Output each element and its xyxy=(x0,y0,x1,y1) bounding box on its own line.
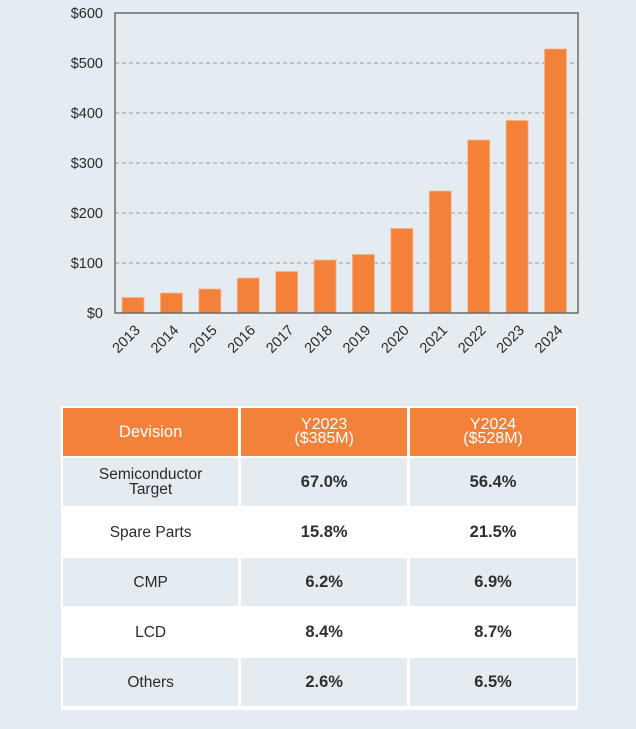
x-tick-label: 2014 xyxy=(148,323,182,357)
header-y2024-year: Y2024 xyxy=(469,416,517,433)
table-row: CMP 6.2% 6.9% xyxy=(63,558,576,608)
division-share-table: Devision Y2023 ($385M) Y2024 ($528M) Sem… xyxy=(60,408,579,708)
gridlines xyxy=(115,62,578,264)
header-division: Devision xyxy=(63,408,239,458)
x-tick-label: 2018 xyxy=(302,323,336,357)
table-row: Others 2.6% 6.5% xyxy=(63,658,576,708)
share-y2023: 15.8% xyxy=(241,508,408,558)
division-label-line1: CMP xyxy=(133,573,168,591)
y-tick-label: $400 xyxy=(71,106,103,122)
table-row: Spare Parts 15.8% 21.5% xyxy=(63,508,576,558)
y-tick-label: $0 xyxy=(87,306,103,322)
x-tick-label: 2024 xyxy=(532,323,566,357)
division-label: Semiconductor Target xyxy=(63,458,239,508)
share-y2023: 6.2% xyxy=(241,558,408,608)
share-y2023: 8.4% xyxy=(241,608,408,658)
x-tick-label: 2015 xyxy=(187,323,221,357)
bars xyxy=(121,48,567,314)
bar-2014 xyxy=(160,292,183,314)
share-y2024: 6.9% xyxy=(410,558,576,608)
y-tick-label: $100 xyxy=(71,256,103,272)
bar-2019 xyxy=(352,254,375,314)
division-label-line1: LCD xyxy=(135,623,167,641)
header-y2024-total: ($528M) xyxy=(463,430,523,447)
bar-2022 xyxy=(467,139,491,314)
x-tick-label: 2022 xyxy=(455,323,489,357)
y-axis-ticks: $0 $100 $200 $300 $400 $500 $600 xyxy=(71,6,103,322)
bar-2015 xyxy=(198,288,222,314)
bar-2023 xyxy=(505,120,529,314)
bar-2024 xyxy=(544,48,567,314)
share-y2024: 6.5% xyxy=(410,658,576,708)
y-tick-label: $600 xyxy=(71,6,103,22)
bar-2020 xyxy=(390,228,414,314)
x-tick-label: 2021 xyxy=(417,323,451,357)
x-axis-ticks: 2013 2014 2015 2016 2017 2018 2019 2020 2021 2022… xyxy=(110,323,567,357)
bar-2013 xyxy=(121,297,145,314)
table-header-row: Devision Y2023 ($385M) Y2024 ($528M) xyxy=(63,408,576,458)
x-tick-label: 2016 xyxy=(225,323,259,357)
division-label-line2: Target xyxy=(129,481,173,498)
table-row: Semiconductor Target 67.0% 56.4% xyxy=(63,458,576,508)
revenue-bar-chart: $0$100$200$300$400$500$600 2013 2014 2015 2… xyxy=(71,6,579,357)
y-tick-label: $200 xyxy=(71,206,103,222)
x-tick-label: 2019 xyxy=(340,323,374,357)
header-y2023-total: ($385M) xyxy=(294,430,354,447)
division-label: Others xyxy=(63,658,239,708)
bar-2016 xyxy=(236,277,260,314)
header-y2024: Y2024 ($528M) xyxy=(410,408,576,458)
share-y2024: 21.5% xyxy=(410,508,576,558)
y-tick-label: $500 xyxy=(71,56,103,72)
plot-frame xyxy=(114,12,579,314)
share-y2023: 2.6% xyxy=(241,658,408,708)
x-tick-label: 2020 xyxy=(379,323,413,357)
division-label-line1: Others xyxy=(127,673,174,691)
share-y2023: 67.0% xyxy=(241,458,408,508)
bar-2018 xyxy=(313,259,337,314)
division-table: Devision Y2023 ($385M) Y2024 ($528M) Sem… xyxy=(61,406,578,710)
x-tick-label: 2017 xyxy=(263,323,297,357)
share-y2024: 8.7% xyxy=(410,608,576,658)
x-tick-label: 2023 xyxy=(494,323,528,357)
division-label: LCD xyxy=(63,608,239,658)
division-label: Spare Parts xyxy=(63,508,239,558)
x-tick-label: 2013 xyxy=(110,323,144,357)
y-tick-label: $300 xyxy=(71,156,103,172)
bar-2021 xyxy=(428,190,452,314)
bar-2017 xyxy=(275,271,299,314)
table-row: LCD 8.4% 8.7% xyxy=(63,608,576,658)
share-y2024: 56.4% xyxy=(410,458,576,508)
division-label-line1: Semiconductor xyxy=(98,466,203,483)
header-y2023-year: Y2023 xyxy=(301,416,348,433)
header-y2023: Y2023 ($385M) xyxy=(241,408,408,458)
division-label: CMP xyxy=(63,558,239,608)
division-label-line1: Spare Parts xyxy=(109,523,192,541)
